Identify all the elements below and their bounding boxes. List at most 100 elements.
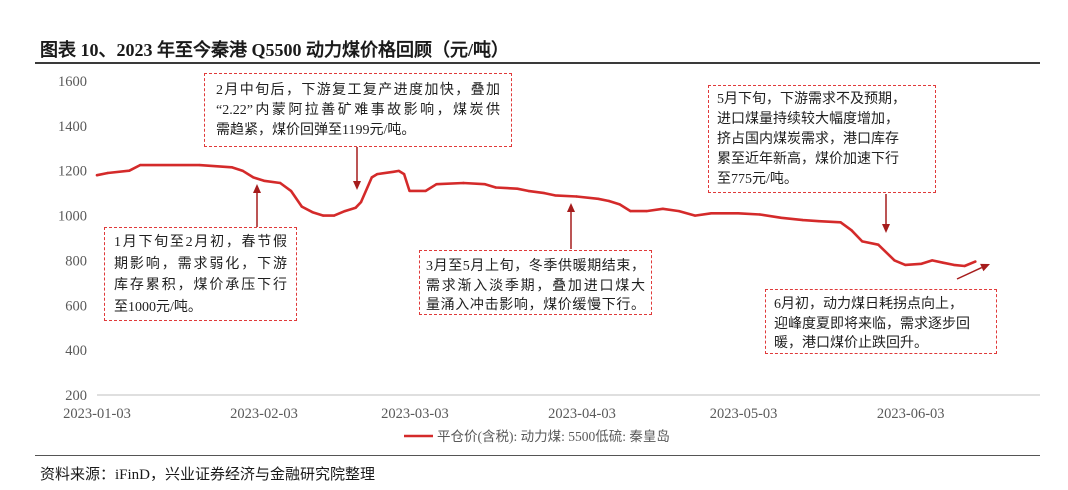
data-point [893,259,896,262]
data-point [877,243,880,246]
data-point [780,216,783,219]
source-note: 资料来源：iFinD，兴业证券经济与金融研究院整理 [40,467,376,483]
data-point [300,205,303,208]
x-tick-label: 2023-05-03 [710,406,778,422]
x-tick-label: 2023-03-03 [381,406,449,422]
y-axis-ticks: 1600 1400 1200 1000 800 600 400 200 [58,74,87,404]
data-point [435,183,438,186]
data-point [710,212,713,215]
data-point [904,263,907,267]
y-tick-label: 600 [65,298,87,314]
annotation-box-3: 3月至5月上旬，冬季供暖期结束， 需求渐入淡季期，叠加进口煤大 量涌入冲击影响，… [419,250,652,315]
title-rule [35,62,1040,64]
footer-rule [35,455,1040,456]
y-tick-label: 200 [65,388,87,404]
data-point [494,186,497,189]
annotation-line: 2月中旬后，下游复工复产进度加快，叠加 [216,83,500,98]
data-point [607,199,611,203]
annotation-line: 5月下旬，下游需求不及预期， [717,92,906,107]
annotation-arrow-1 [253,184,261,228]
chart-title: 图表 10、2023 年至今秦港 Q5500 动力煤价格回顾（元/吨） [40,40,509,60]
annotation-box-4: 5月下旬，下游需求不及预期， 进口煤量持续较大幅度增加， 挤占国内煤炭需求，港口… [708,85,936,193]
annotation-line: 需求渐入淡季期，叠加进口煤大 [426,278,645,294]
annotation-line: 1月下旬至2月初，春节假 [114,235,287,250]
data-point [370,176,373,179]
data-point [332,214,336,217]
legend: 平仓价(含税): 动力煤: 5500低硫: 秦皇岛 [404,429,670,444]
data-point [95,174,99,177]
data-point [920,262,923,265]
data-point [801,218,805,222]
data-point [952,263,955,267]
annotation-line: 迎峰度夏即将来临，需求逐步回 [774,316,970,332]
data-point [322,214,325,217]
data-point [941,261,945,264]
data-point [817,220,821,223]
x-tick-label: 2023-04-03 [548,406,616,422]
y-tick-label: 1200 [58,164,87,180]
data-point [839,221,842,224]
annotation-line: 期影响，需求弱化，下游 [114,256,287,272]
y-tick-label: 1600 [58,74,87,90]
annotation-arrow-3 [567,203,575,249]
data-point [376,172,379,176]
data-point [931,259,934,262]
data-point [618,203,621,206]
annotation-box-5: 6月初，动力煤日耗拐点向上， 迎峰度夏即将来临，需求逐步回 暖，港口煤价止跌回升… [765,289,997,354]
data-point [677,209,681,213]
data-point [575,195,578,198]
y-tick-label: 1000 [58,209,87,225]
data-point [629,209,632,213]
data-point [402,172,406,176]
y-tick-label: 1400 [58,119,87,135]
series-layer [95,163,977,268]
data-point [354,206,357,209]
data-point [279,181,282,185]
annotation-line: 需趋紧，煤价回弹至1199元/吨。 [216,123,416,138]
annotation-box-2: 2月中旬后，下游复工复产进度加快，叠加 “2.22”内蒙阿拉善矿难事故影响，煤炭… [204,73,512,147]
annotation-arrow-2 [353,147,361,190]
data-point [392,170,395,173]
annotation-line: 库存累积，煤价承压下行 [114,278,287,293]
data-point [289,189,293,193]
data-point [516,187,519,190]
data-point [424,189,427,193]
data-point [138,163,142,167]
data-point [693,214,697,217]
data-point [974,260,977,263]
series-line [95,163,977,268]
y-tick-label: 800 [65,253,87,269]
data-point [861,240,864,243]
data-point [526,189,530,193]
data-point [963,264,966,268]
data-point [343,209,347,213]
annotation-arrow-5 [956,263,990,280]
annotation-line: 暖，港口煤价止跌回升。 [774,336,928,351]
data-point [241,169,244,172]
data-point [408,189,411,193]
x-tick-label: 2023-01-03 [63,406,131,422]
data-point [397,169,400,173]
annotation-box-1: 1月下旬至2月初，春节假 期影响，需求弱化，下游 库存累积，煤价承压下行 至10… [104,227,297,321]
y-tick-label: 400 [65,343,87,359]
annotation-line: 至1000元/吨。 [114,299,202,315]
data-point [543,191,546,195]
annotation-line: 进口煤量持续较大幅度增加， [717,112,899,127]
data-point [462,181,465,185]
data-point [359,200,363,204]
data-point [553,194,557,197]
x-tick-label: 2023-02-03 [230,406,298,422]
annotation-line: “2.22”内蒙阿拉善矿难事故影响，煤炭供 [216,103,500,118]
annotation-line: 挤占国内煤炭需求，港口库存 [717,132,899,147]
annotation-line: 6月初，动力煤日耗拐点向上， [774,297,963,312]
annotation-arrow-4 [882,194,890,233]
annotation-line: 3月至5月上旬，冬季供暖期结束， [426,259,645,274]
x-axis-ticks: 2023-01-03 2023-02-03 2023-03-03 2023-04-03… [63,406,944,422]
data-point [596,197,600,200]
data-point [758,213,761,216]
data-point [128,169,131,172]
data-point [311,211,314,214]
annotation-line: 至775元/吨。 [717,172,798,187]
data-point [737,212,740,215]
